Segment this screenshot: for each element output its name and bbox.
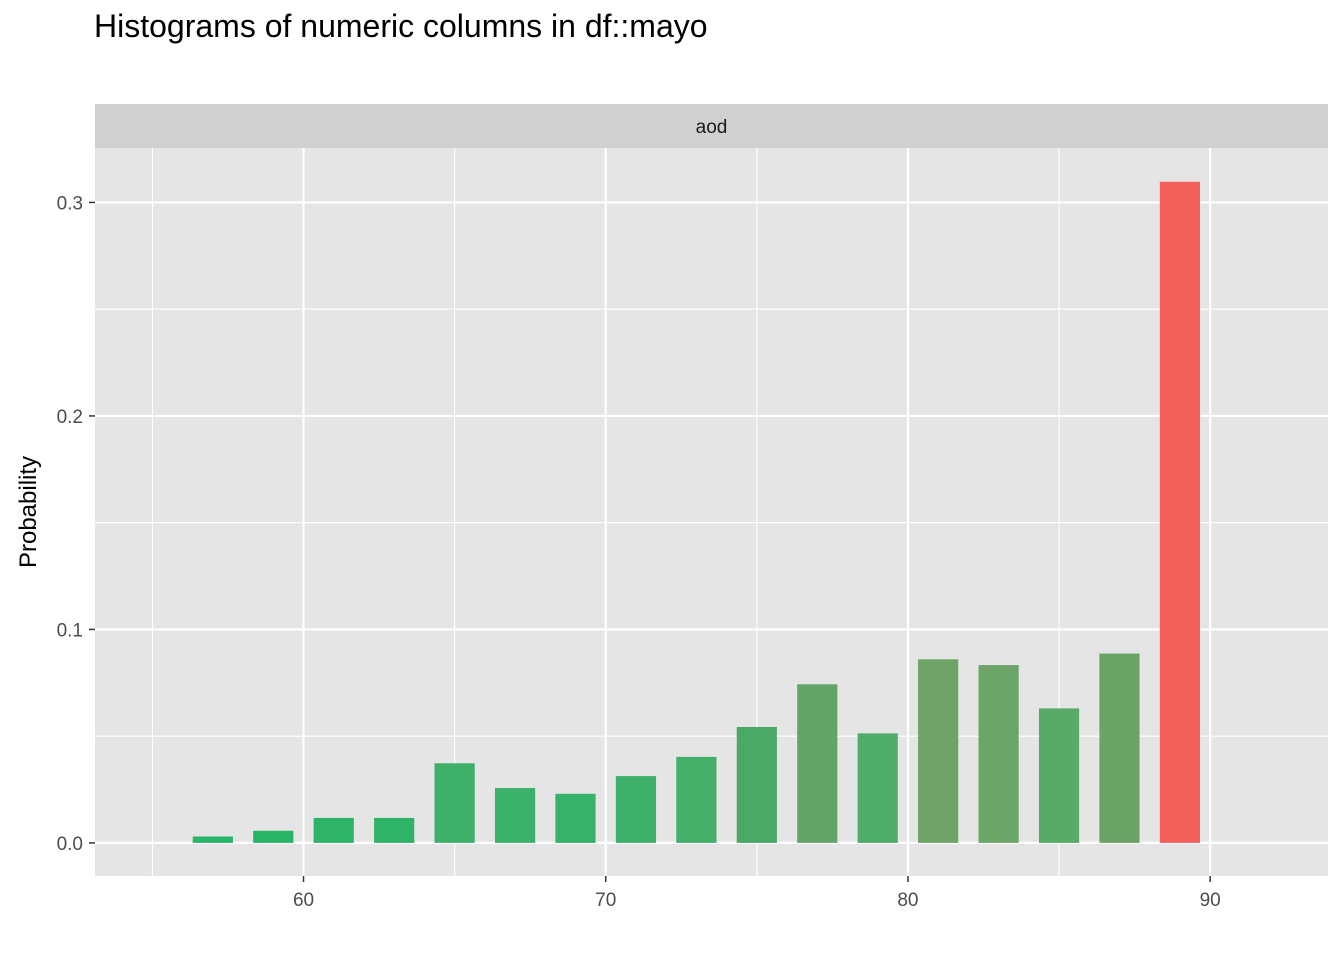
x-tick-label: 70 bbox=[595, 890, 616, 911]
x-tick-label: 90 bbox=[1200, 890, 1221, 911]
histogram-bar bbox=[615, 776, 657, 843]
histogram-bar bbox=[978, 665, 1019, 843]
histogram-bar bbox=[253, 830, 294, 843]
y-tick-label: 0.1 bbox=[57, 620, 83, 641]
histogram-bar bbox=[736, 726, 777, 843]
facet-strip-background bbox=[95, 104, 1328, 148]
histogram-bar bbox=[374, 817, 415, 843]
x-axis: 60 70 80 90 bbox=[293, 876, 1221, 911]
histogram-bar bbox=[313, 817, 354, 843]
y-axis: 0.0 0.1 0.2 0.3 bbox=[57, 193, 95, 855]
facet-strip-label: aod bbox=[696, 117, 728, 138]
histogram-bar bbox=[192, 836, 233, 843]
histogram-bar bbox=[857, 733, 898, 843]
histogram-bar bbox=[494, 788, 536, 843]
y-tick-label: 0.2 bbox=[57, 407, 83, 428]
histogram-bar bbox=[918, 659, 959, 843]
major-gridlines bbox=[95, 148, 1328, 876]
chart-title: Histograms of numeric columns in df::may… bbox=[94, 8, 708, 44]
histogram-bar bbox=[797, 684, 838, 843]
x-tick-label: 80 bbox=[897, 890, 918, 911]
histogram-bar bbox=[676, 756, 717, 843]
histogram-bar bbox=[1099, 653, 1140, 843]
histogram-bar bbox=[1038, 708, 1080, 843]
histogram-bar bbox=[434, 763, 475, 843]
x-tick-label: 60 bbox=[293, 890, 314, 911]
y-tick-label: 0.3 bbox=[57, 193, 83, 214]
bars bbox=[192, 181, 1201, 843]
histogram-bar bbox=[1159, 181, 1201, 843]
y-tick-label: 0.0 bbox=[57, 834, 83, 855]
histogram-bar bbox=[555, 793, 596, 843]
y-axis-title: Probability bbox=[15, 456, 42, 568]
